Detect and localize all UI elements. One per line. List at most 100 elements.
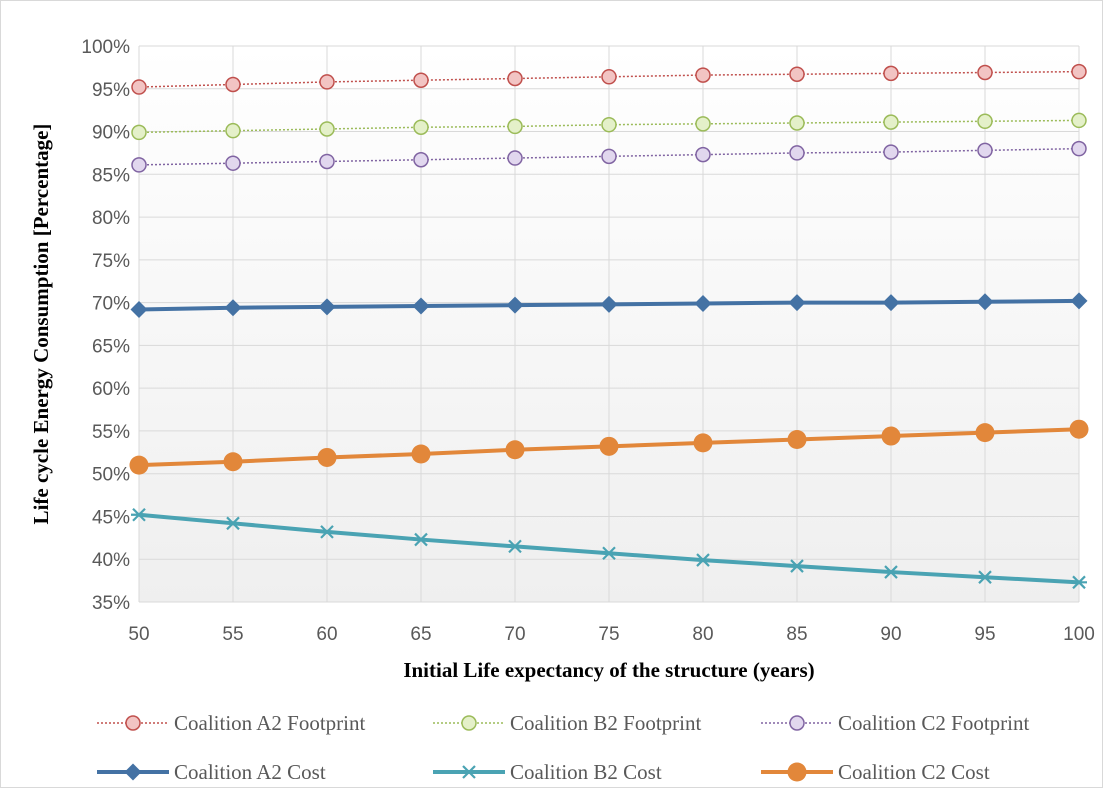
data-point	[130, 300, 148, 318]
data-point	[225, 155, 241, 171]
data-point	[507, 118, 523, 135]
legend-label: Coalition A2 Footprint	[174, 711, 366, 735]
x-tick-label: 70	[504, 624, 525, 645]
data-point	[601, 148, 617, 165]
data-point	[600, 295, 618, 313]
data-point	[1069, 419, 1089, 439]
x-tick-label: 55	[222, 624, 243, 645]
data-point	[1071, 140, 1087, 157]
data-point	[601, 546, 617, 561]
legend-item: Coalition B2 Footprint	[433, 711, 702, 735]
data-point	[788, 294, 806, 312]
legend: Coalition A2 Footprint Coalition B2 Footp…	[97, 711, 1030, 784]
y-axis-ticks: 35% 40% 45% 50% 55% 60% 65% 70% 75% 80% 85% 90% 95% 1…	[81, 37, 130, 614]
data-point	[977, 113, 993, 130]
x-axis-ticks: 50 55 60 65 70 75 80 85 90 95 100	[128, 624, 1094, 645]
data-point	[131, 79, 147, 95]
x-tick-label: 85	[786, 624, 807, 645]
data-point	[975, 423, 995, 443]
data-point	[223, 452, 243, 472]
legend-item: Coalition C2 Cost	[761, 760, 990, 784]
x-tick-label: 60	[316, 624, 337, 645]
data-point	[225, 516, 241, 531]
x-tick-label: 75	[598, 624, 619, 645]
series-3	[130, 292, 1088, 318]
data-point	[131, 507, 147, 522]
legend-item: Coalition A2 Cost	[97, 760, 326, 784]
data-point	[599, 436, 619, 456]
data-point	[789, 66, 805, 82]
y-tick-label: 65%	[92, 336, 130, 357]
x-tick-label: 95	[974, 624, 995, 645]
data-point	[413, 532, 429, 547]
data-point	[977, 64, 993, 81]
data-point	[505, 440, 525, 460]
legend-marker	[461, 765, 477, 779]
data-point	[318, 298, 336, 316]
data-point	[131, 157, 147, 173]
data-point	[789, 115, 805, 131]
data-point	[789, 559, 805, 573]
data-point	[883, 144, 899, 160]
data-point	[225, 76, 241, 93]
legend-item: Coalition A2 Footprint	[97, 711, 366, 735]
data-point	[1070, 292, 1088, 310]
y-tick-label: 70%	[92, 294, 130, 315]
data-point	[601, 69, 617, 85]
data-point	[695, 553, 711, 567]
y-tick-label: 90%	[92, 123, 130, 144]
data-point	[694, 294, 712, 312]
series-line	[138, 70, 1080, 88]
data-point	[317, 447, 337, 467]
legend-marker	[461, 715, 477, 731]
y-tick-label: 95%	[92, 80, 130, 101]
legend-label: Coalition A2 Cost	[174, 760, 326, 784]
data-point	[413, 119, 429, 136]
data-point	[506, 296, 524, 314]
data-point	[977, 142, 993, 159]
legend-label: Coalition C2 Cost	[838, 760, 990, 784]
data-point	[319, 525, 335, 539]
data-point	[976, 293, 994, 311]
x-axis-title: Initial Life expectancy of the structure…	[403, 658, 814, 682]
x-tick-label: 65	[410, 624, 431, 645]
y-tick-label: 75%	[92, 251, 130, 272]
data-point	[131, 124, 147, 141]
gridlines	[138, 45, 1080, 603]
legend-label: Coalition B2 Footprint	[510, 711, 702, 735]
y-tick-label: 100%	[81, 37, 130, 58]
data-point	[693, 433, 713, 453]
data-point	[1071, 63, 1087, 80]
data-point	[881, 426, 901, 446]
data-point	[882, 294, 900, 312]
data-point	[129, 455, 149, 475]
data-point	[319, 153, 335, 170]
data-point	[413, 152, 429, 168]
data-point	[507, 150, 523, 166]
data-point	[319, 74, 335, 90]
data-point	[977, 570, 993, 584]
data-point	[412, 297, 430, 315]
legend-marker	[125, 715, 141, 731]
y-tick-label: 50%	[92, 465, 130, 486]
series-layer	[129, 63, 1089, 590]
legend-label: Coalition C2 Footprint	[838, 711, 1030, 735]
y-tick-label: 40%	[92, 550, 130, 571]
y-axis-title: Life cycle Energy Consumption [Percentag…	[29, 124, 53, 525]
x-tick-label: 90	[880, 624, 901, 645]
data-point	[1071, 112, 1087, 129]
series-5	[129, 419, 1089, 475]
x-tick-label: 80	[692, 624, 713, 645]
data-point	[225, 122, 241, 139]
data-point	[507, 70, 523, 87]
data-point	[1071, 575, 1087, 590]
series-0	[131, 63, 1087, 95]
data-point	[413, 72, 429, 88]
series-4	[131, 507, 1087, 590]
data-point	[883, 114, 899, 130]
legend-item: Coalition C2 Footprint	[761, 711, 1030, 735]
legend-marker	[789, 715, 805, 731]
y-tick-label: 85%	[92, 165, 130, 186]
